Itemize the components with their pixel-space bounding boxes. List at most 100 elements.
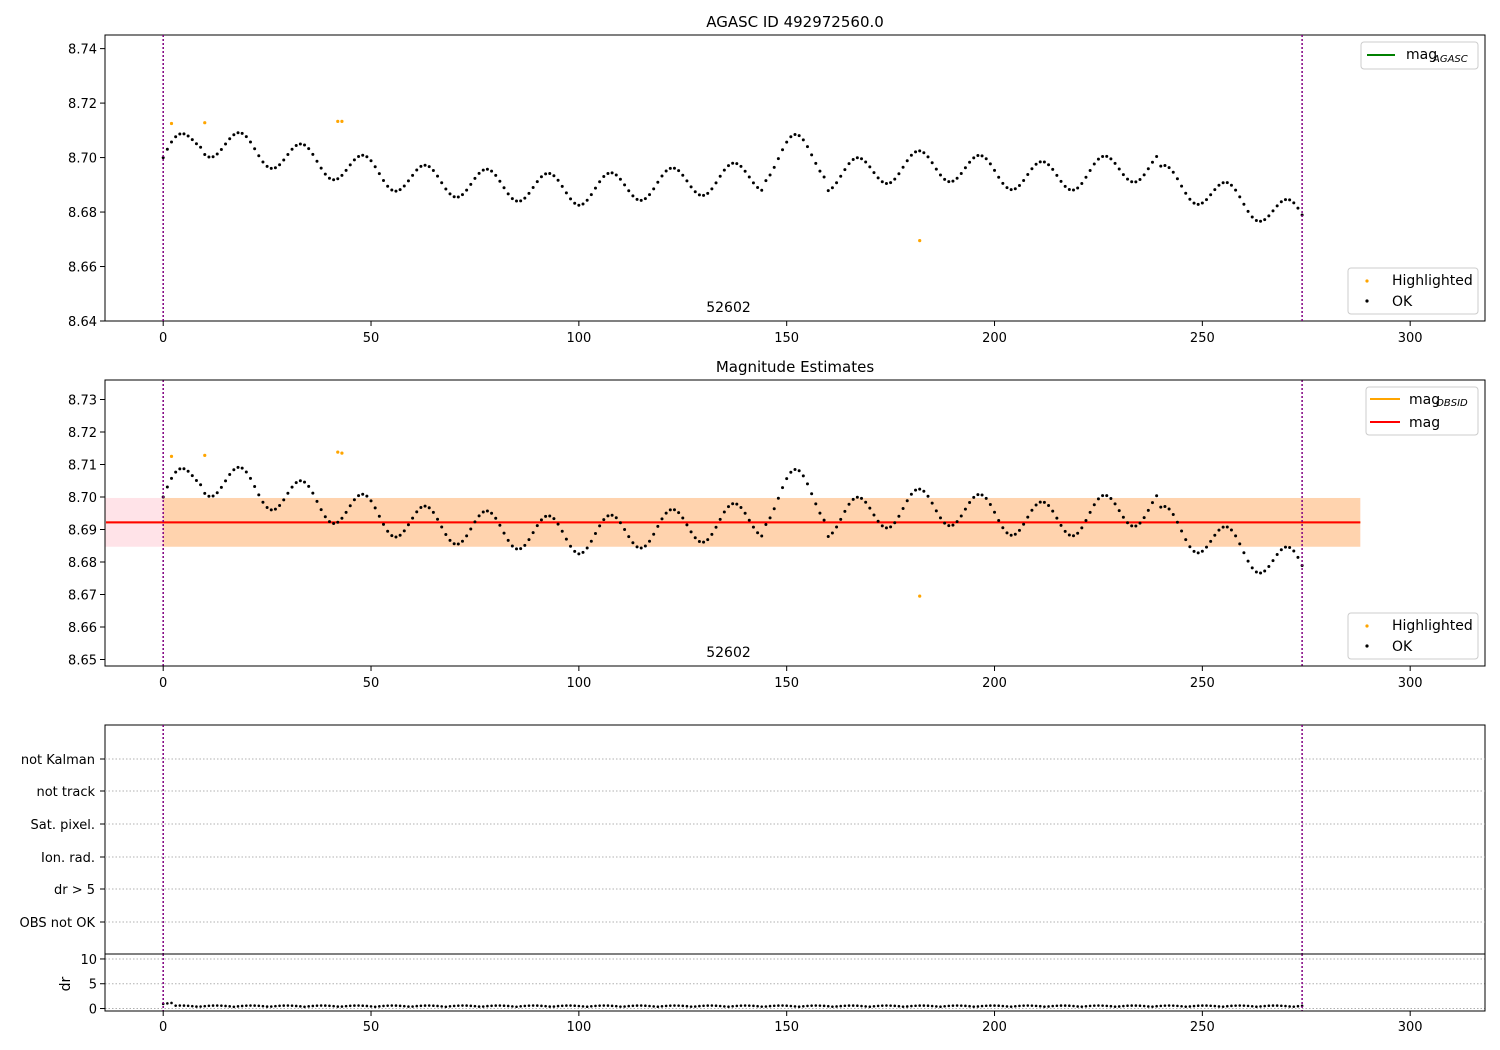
ok-point [1080, 526, 1084, 530]
dr-point [211, 1004, 215, 1007]
ok-point [880, 180, 884, 184]
ok-point [918, 487, 922, 491]
dr-point [1275, 1004, 1279, 1007]
ok-point [593, 186, 597, 190]
ok-point [307, 147, 311, 151]
ok-point [1184, 538, 1188, 542]
ok-point [232, 133, 236, 137]
dr-point [839, 1004, 843, 1008]
ok-point [1067, 533, 1071, 537]
highlighted-point [169, 454, 174, 458]
ok-point [386, 184, 390, 188]
ok-point [810, 492, 814, 496]
dr-point [702, 1004, 705, 1008]
ok-point [1296, 206, 1300, 210]
ok-point [843, 509, 847, 513]
ok-point [1254, 218, 1258, 222]
y-tick-label: 0 [89, 1003, 97, 1018]
ok-point [290, 485, 294, 489]
ok-point [1242, 202, 1246, 206]
ok-point [672, 166, 676, 170]
dr-point [477, 1005, 481, 1008]
flag-label: Ion. rad. [41, 851, 95, 866]
ok-point [635, 197, 639, 201]
x-tick-label: 0 [159, 1020, 167, 1035]
dr-point [548, 1005, 552, 1008]
ok-point [593, 531, 597, 535]
ok-point [182, 467, 186, 471]
ok-point [1113, 502, 1117, 506]
dr-point [1267, 1004, 1271, 1008]
ok-point [1142, 516, 1146, 520]
agasc-ok-points [161, 131, 1304, 223]
ok-point [207, 494, 211, 498]
ok-point [864, 160, 868, 164]
x-tick-label: 0 [159, 676, 167, 691]
dr-point [240, 1004, 244, 1008]
dr-point [465, 1004, 468, 1007]
dr-point [901, 1005, 905, 1008]
ok-point [972, 495, 976, 499]
ok-point [1283, 198, 1287, 202]
x-tick-label: 50 [363, 676, 380, 691]
dr-point [319, 1004, 323, 1007]
dr-point [398, 1004, 402, 1008]
ok-point [556, 522, 560, 526]
ok-point [502, 531, 506, 535]
ok-point [1067, 187, 1071, 191]
dr-point [918, 1004, 921, 1007]
dr-point [843, 1004, 847, 1008]
ok-point [847, 502, 851, 506]
ok-point [336, 520, 340, 524]
ok-point [914, 488, 918, 492]
ok-point [294, 144, 298, 148]
ok-point [677, 511, 681, 515]
dr-point [935, 1005, 938, 1008]
dr-point [1221, 1005, 1225, 1008]
ok-point [955, 520, 959, 524]
ok-point [664, 511, 668, 515]
ok-point [947, 524, 951, 528]
ok-point [1001, 181, 1005, 185]
ok-point [1279, 548, 1283, 552]
dr-point [905, 1005, 909, 1008]
dr-point [781, 1004, 784, 1007]
ok-point [560, 184, 564, 188]
dr-point [540, 1004, 543, 1008]
ok-point [257, 493, 261, 497]
ok-point [993, 168, 997, 172]
ok-point [327, 520, 331, 524]
ok-point [880, 524, 884, 528]
dr-point [215, 1004, 219, 1007]
ok-point [431, 168, 435, 172]
ok-point [1234, 188, 1238, 192]
dr-point [735, 1004, 739, 1008]
ok-point [174, 470, 178, 474]
ok-point [527, 191, 531, 195]
ok-point [997, 175, 1001, 179]
ok-point [469, 527, 473, 531]
agasc-obsid-bounds [162, 35, 1303, 321]
ok-point [1059, 523, 1063, 527]
ok-point [340, 516, 344, 520]
ok-point [294, 481, 298, 485]
flag-label: Sat. pixel. [31, 818, 95, 833]
ok-point [835, 181, 839, 185]
ok-point [751, 181, 755, 185]
ok-point [947, 180, 951, 184]
dr-obsid-bounds [162, 954, 1303, 1011]
dr-point [469, 1004, 473, 1008]
dr-point [452, 1004, 456, 1008]
dr-point [382, 1004, 385, 1008]
ok-point [481, 168, 485, 172]
ok-point [344, 510, 348, 514]
ok-point [693, 190, 697, 194]
ok-point [1092, 503, 1096, 507]
ok-point [236, 131, 240, 135]
dr-point [386, 1004, 389, 1007]
agasc-line-legend: mag AGASC [1360, 41, 1479, 70]
dr-point [577, 1004, 581, 1008]
dr-point [1117, 1005, 1121, 1008]
dr-point [473, 1004, 477, 1008]
ok-point [1009, 533, 1013, 537]
